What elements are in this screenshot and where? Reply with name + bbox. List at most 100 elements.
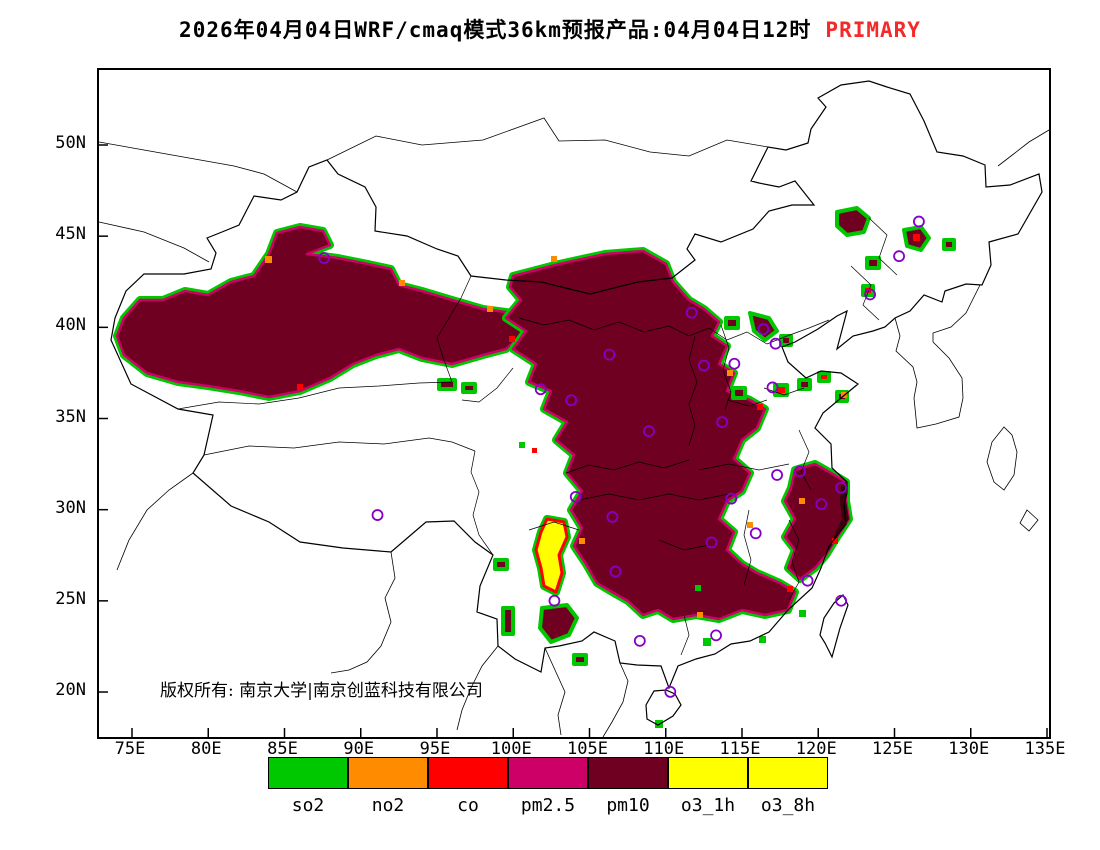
legend-swatch-o3_1h (667, 757, 748, 789)
station-marker (697, 359, 710, 372)
myanmar-coast (456, 645, 499, 731)
legend-label: so2 (291, 795, 325, 816)
station-marker (548, 594, 561, 607)
pm10-patch-se-yunnan (538, 603, 579, 644)
pm10-region-northwest (115, 225, 546, 399)
pm10-patch-west-jilin (835, 206, 871, 237)
legend-swatch-no2 (347, 757, 428, 789)
mongolia-border (326, 117, 769, 161)
legend-swatch-pm10 (587, 757, 668, 789)
station-marker (685, 306, 698, 319)
x-tick-label: 130E (948, 739, 990, 759)
legend-items: so2 no2 co pm2.5 pm10 o3_1h o3_8h (268, 757, 828, 816)
legend-label: o3_8h (760, 795, 816, 816)
vietnam-coast (602, 662, 629, 737)
station-marker (633, 634, 646, 647)
y-tick-label: 30N (55, 497, 86, 518)
legend-label: no2 (371, 795, 405, 816)
station-marker (606, 510, 619, 523)
x-tick-label: 105E (567, 739, 608, 759)
station-marker (603, 348, 616, 361)
station-marker (835, 481, 848, 494)
china-forecast-map (99, 80, 1049, 737)
legend-label: co (457, 795, 479, 816)
station-marker (766, 381, 779, 394)
bangladesh-coast (330, 551, 396, 674)
x-tick-label: 80E (190, 739, 222, 759)
kyushu-coast (986, 426, 1018, 491)
station-marker (534, 383, 547, 396)
station-marker (710, 629, 722, 642)
station-marker (913, 215, 925, 228)
legend-item-so2: so2 (268, 757, 348, 816)
station-marker (749, 527, 762, 540)
x-tick-label: 85E (267, 739, 298, 759)
india-border (116, 472, 194, 571)
x-tick-label: 135E (1024, 739, 1066, 759)
station-marker (643, 425, 655, 438)
x-tick-label: 125E (872, 739, 913, 759)
y-tick-label: 50N (55, 133, 86, 153)
station-marker (318, 252, 331, 264)
map-plot (97, 68, 1051, 739)
legend-swatch-o3_8h (747, 757, 828, 789)
province-borders (177, 217, 898, 656)
pollution-raster (113, 206, 956, 728)
legend-label: o3_1h (680, 795, 736, 816)
station-marker (835, 594, 848, 607)
pm10-patch-qaidam (437, 378, 457, 391)
station-marker (801, 574, 814, 587)
y-tick-label: 45N (55, 224, 86, 245)
x-tick-label: 100E (490, 739, 532, 759)
legend: so2 no2 co pm2.5 pm10 o3_1h o3_8h (268, 757, 828, 816)
x-axis-labels: 75E 80E 85E 90E 95E 100E 105E 110E 115E 120E 125E 1… (97, 737, 1066, 763)
laos-vietnam-border (544, 647, 566, 736)
legend-swatch-pm2.5 (507, 757, 588, 789)
station-marker (757, 323, 770, 336)
legend-item-pm10: pm10 (587, 757, 668, 816)
neighbor-borders (99, 117, 1049, 737)
station-marker (893, 250, 905, 263)
x-tick-label: 110E (643, 739, 685, 759)
legend-item-co: co (427, 757, 508, 816)
legend-item-o3_1h: o3_1h (667, 757, 748, 816)
legend-label: pm2.5 (520, 795, 576, 816)
x-tick-label: 115E (719, 739, 761, 759)
station-marker (705, 536, 718, 549)
station-marker (609, 565, 622, 578)
x-tick-label: 120E (795, 739, 837, 759)
kyrgyzstan-border (99, 221, 210, 263)
title-tag: PRIMARY (825, 18, 921, 42)
y-axis-labels: 50N 45N 40N 35N 30N 25N 20N (0, 68, 92, 735)
pm10-patch-beijing (748, 311, 779, 342)
legend-item-no2: no2 (347, 757, 428, 816)
kazakhstan-border (99, 141, 298, 193)
y-tick-label: 20N (55, 680, 86, 701)
page-title: 2026年04月04日WRF/cmaq模式36km预报产品:04月04日12时 P… (0, 14, 1100, 44)
pm10-region-east-coast (783, 462, 851, 581)
station-marker (864, 288, 876, 301)
station-marker (716, 416, 729, 428)
legend-item-pm2.5: pm2.5 (507, 757, 588, 816)
station-marker (794, 465, 806, 478)
y-tick-label: 25N (55, 588, 86, 609)
y-tick-label: 40N (55, 315, 86, 336)
x-tick-label: 75E (114, 739, 146, 759)
station-marker (569, 490, 582, 503)
taiwan-outline (819, 594, 849, 659)
dark-coastal-strip (826, 482, 849, 555)
station-marker (565, 394, 578, 407)
co-patch-shandong (773, 383, 789, 397)
title-text: 2026年04月04日WRF/cmaq模式36km预报产品:04月04日12时 (179, 18, 812, 42)
x-tick-label: 95E (419, 739, 451, 759)
station-marker (371, 509, 384, 521)
china-border (110, 80, 1043, 726)
station-marker (664, 686, 677, 698)
pm10-patch-west-yunnan (501, 606, 515, 636)
legend-label: pm10 (606, 795, 650, 816)
station-marker (728, 357, 741, 370)
russia-coast (997, 129, 1049, 167)
pm10-patch-indochina (572, 653, 588, 666)
korea-coast (894, 284, 981, 429)
